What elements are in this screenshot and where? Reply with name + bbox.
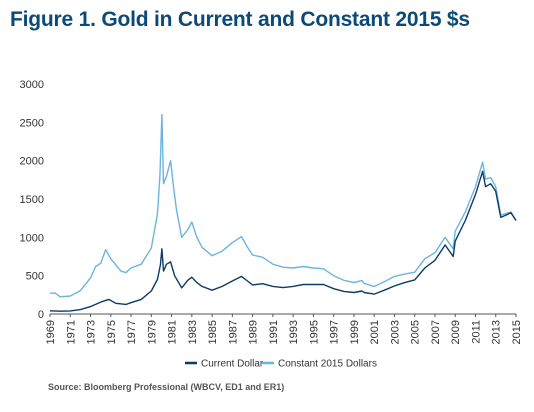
- x-tick-label: 1973: [86, 320, 98, 344]
- x-tick-label: 2011: [470, 320, 482, 344]
- x-tick-label: 2013: [491, 320, 503, 344]
- source-note: Source: Bloomberg Professional (WBCV, ED…: [48, 382, 285, 392]
- x-tick-label: 2005: [410, 320, 422, 344]
- x-tick-label: 1993: [288, 320, 300, 344]
- legend-current-dollar-label: Current Dollar: [201, 359, 264, 370]
- series-line-current-dollar: [49, 170, 517, 312]
- x-tick-label: 1975: [106, 320, 118, 344]
- x-tick-labels: 1969 1971 1973 1975 1977 1979 1981 1983 1985 1987…: [45, 320, 523, 344]
- x-tick-label: 1991: [268, 320, 280, 344]
- series-layer: [49, 114, 517, 312]
- x-tick-label: 1995: [308, 320, 320, 344]
- legend-constant-2015-dollars-label: Constant 2015 Dollars: [278, 359, 377, 370]
- x-tick-label: 2001: [369, 320, 381, 344]
- figure-title: Figure 1. Gold in Current and Constant 2…: [10, 8, 470, 31]
- x-tick-label: 2009: [450, 320, 462, 344]
- x-tick-label: 1983: [187, 320, 199, 344]
- x-tick-label: 1979: [146, 320, 158, 344]
- x-tick-label: 1985: [207, 320, 219, 344]
- chart-axes: [49, 313, 517, 317]
- y-tick-label: 2500: [20, 117, 44, 129]
- x-tick-label: 1971: [65, 320, 77, 344]
- x-tick-label: 2007: [430, 320, 442, 344]
- y-tick-label: 1000: [20, 232, 44, 244]
- y-tick-label: 0: [38, 309, 44, 321]
- x-tick-label: 2015: [511, 320, 523, 344]
- x-tick-label: 2003: [389, 320, 401, 344]
- x-tick-label: 1977: [126, 320, 138, 344]
- x-tick-label: 1981: [167, 320, 179, 344]
- x-tick-label: 1997: [329, 320, 341, 344]
- y-tick-label: 500: [26, 271, 44, 283]
- series-line-constant-2015-dollars: [49, 114, 517, 298]
- y-tick-label: 3000: [20, 79, 44, 91]
- y-tick-label: 1500: [20, 194, 44, 206]
- x-tick-label: 1999: [349, 320, 361, 344]
- y-tick-label: 2000: [20, 156, 44, 168]
- y-tick-labels: 0 500 1000 1500 2000 2500 3000: [20, 79, 44, 321]
- x-tick-label: 1969: [45, 320, 57, 344]
- x-tick-label: 1989: [248, 320, 260, 344]
- x-tick-label: 1987: [227, 320, 239, 344]
- legend: Current Dollar Constant 2015 Dollars: [185, 359, 377, 370]
